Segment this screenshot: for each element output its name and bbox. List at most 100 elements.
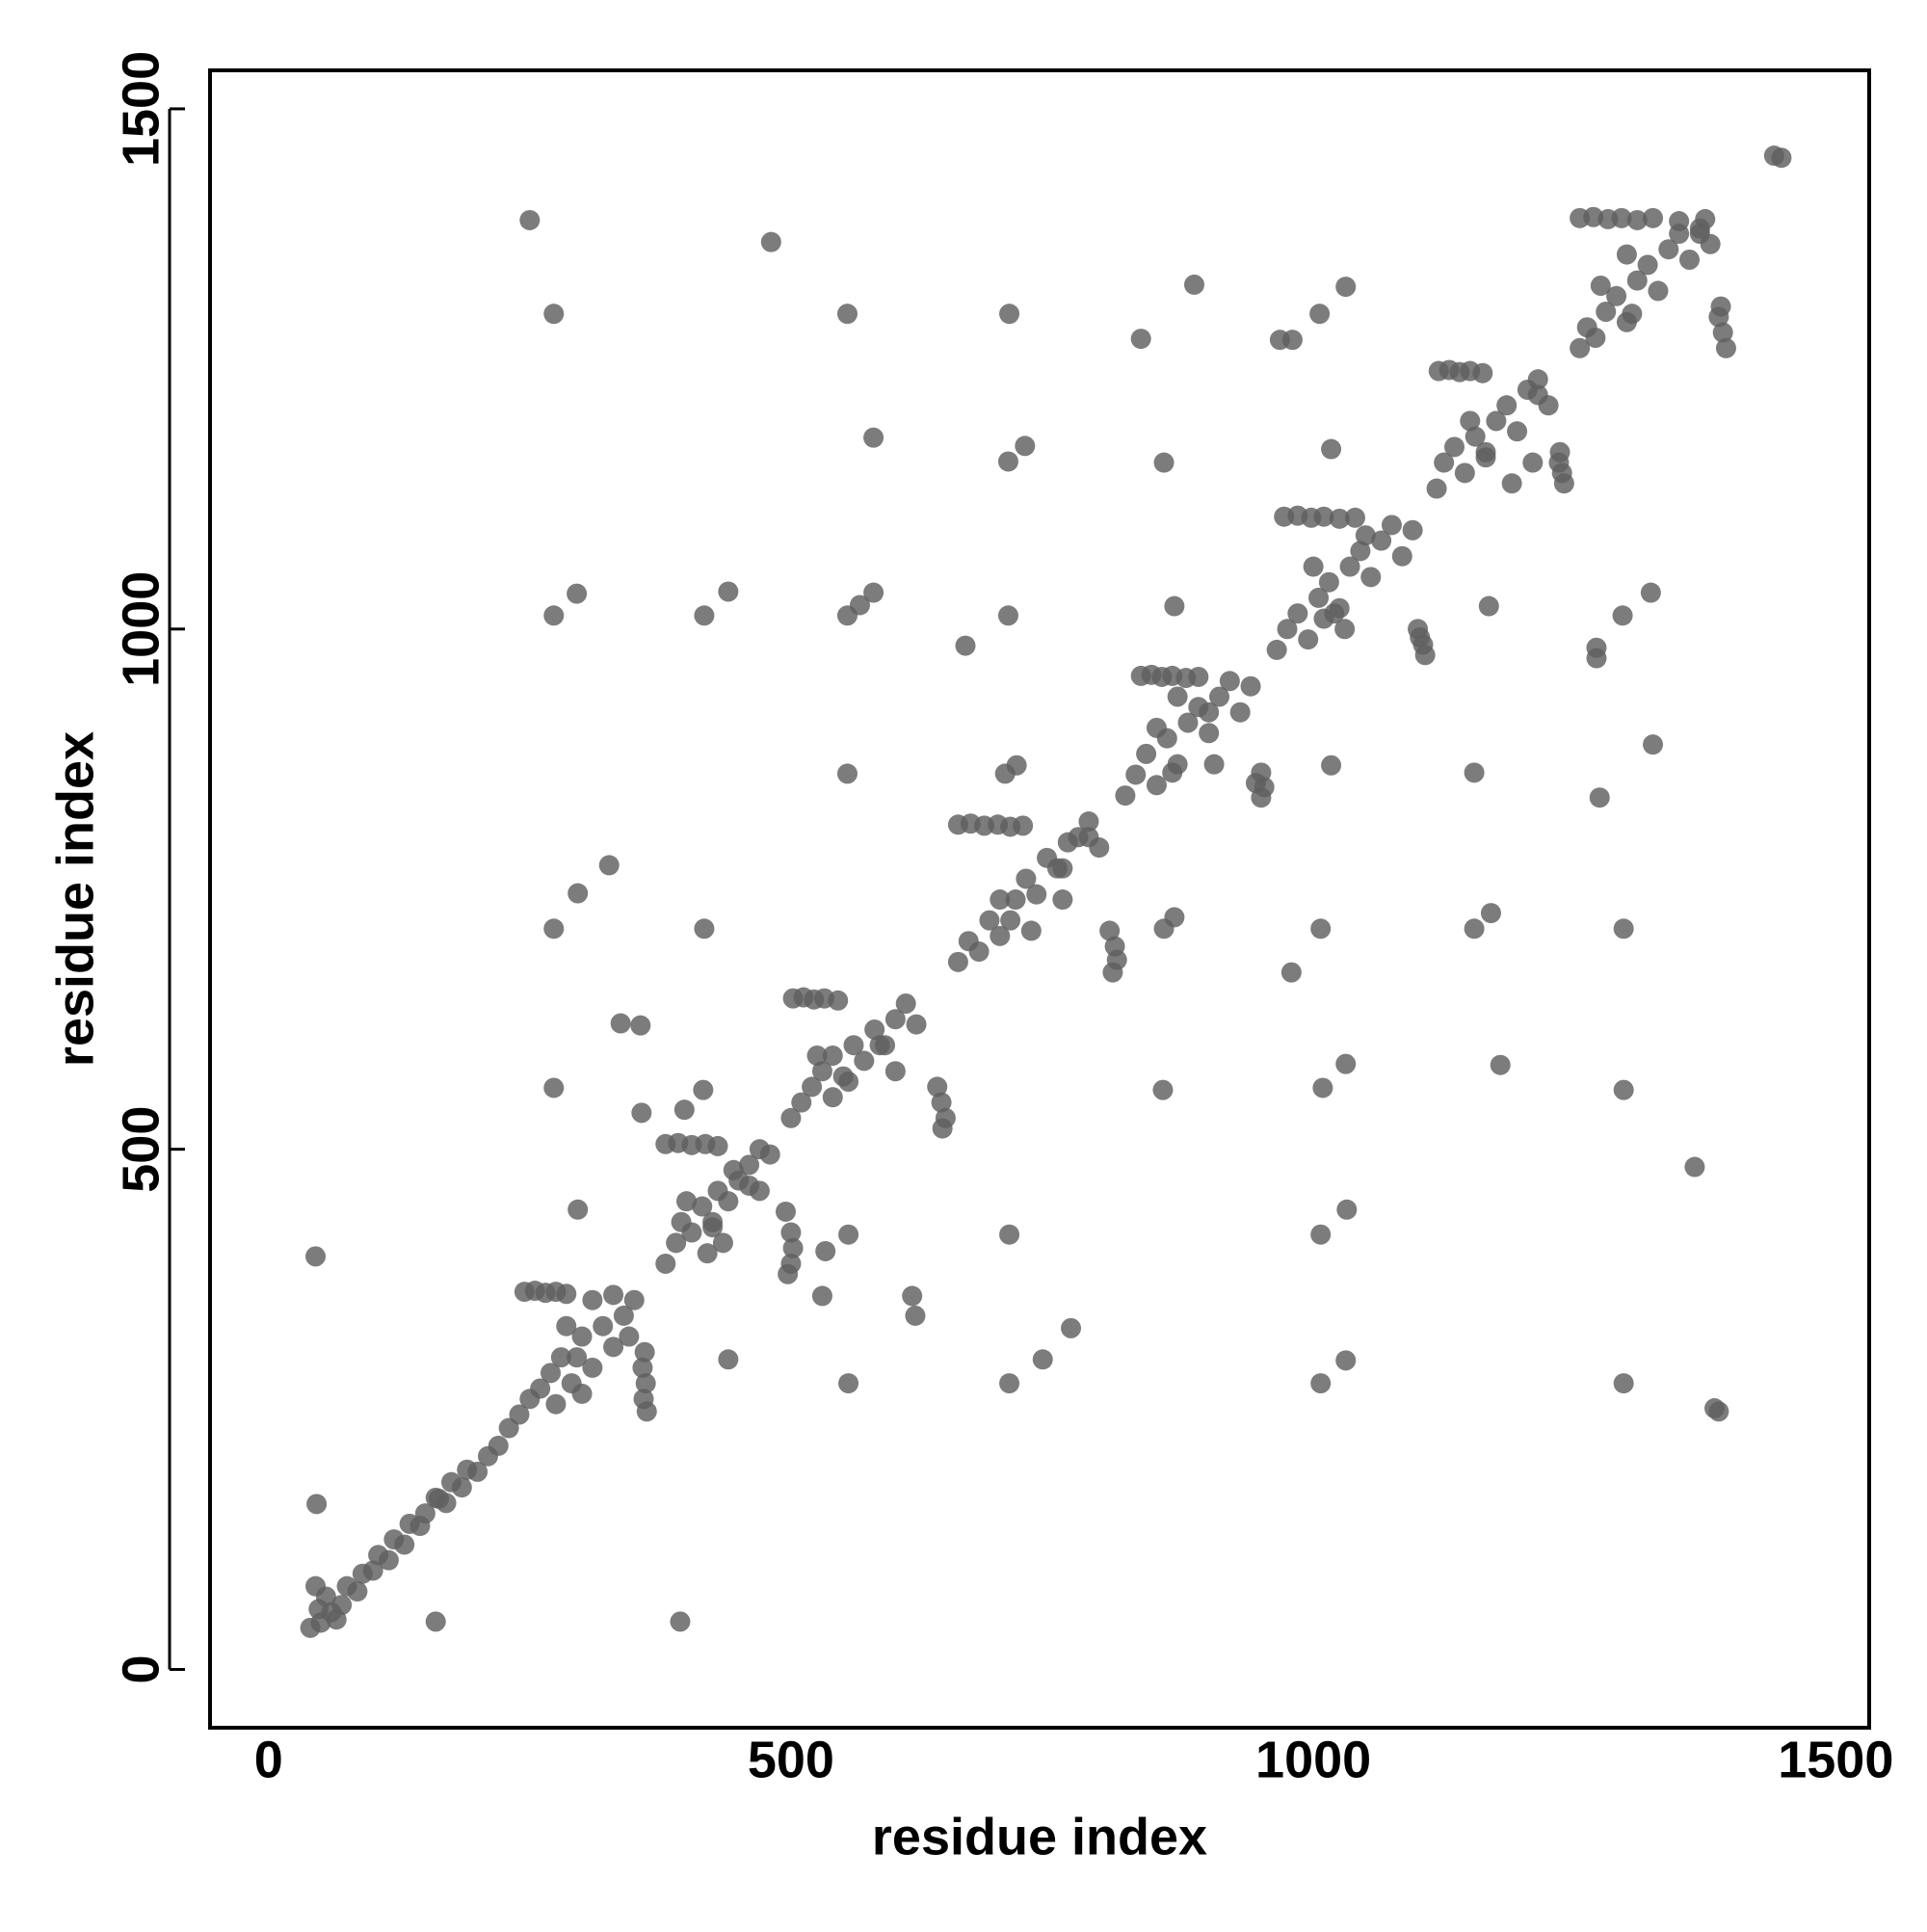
scatter-point [864, 1019, 885, 1041]
scatter-point [1318, 571, 1339, 593]
scatter-point [1280, 962, 1302, 983]
scatter-point [636, 1401, 657, 1422]
scatter-point [1715, 337, 1736, 358]
scatter-point [838, 1224, 859, 1245]
scatter-point [1335, 1350, 1357, 1371]
scatter-point [1313, 506, 1334, 527]
scatter-point [1229, 701, 1251, 723]
scatter-point [791, 1092, 812, 1113]
scatter-point [1640, 582, 1661, 603]
scatter-point [1130, 329, 1151, 350]
scatter-point [305, 1575, 327, 1597]
scatter-point [1020, 920, 1042, 941]
scatter-point [1078, 827, 1099, 848]
scatter-point [836, 304, 858, 325]
scatter-point [1684, 1156, 1705, 1178]
scatter-point [1016, 868, 1037, 889]
scatter-point [1309, 304, 1331, 325]
scatter-point [990, 889, 1011, 911]
scatter-point [1324, 603, 1345, 624]
scatter-point [843, 1035, 864, 1056]
scatter-point [1460, 410, 1481, 432]
scatter-point [603, 1337, 624, 1358]
scatter-point [1708, 1401, 1729, 1422]
scatter-point [707, 1135, 728, 1156]
scatter-point [1426, 478, 1447, 499]
scatter-point [1648, 280, 1669, 302]
scatter-point [1321, 754, 1342, 776]
scatter-point [556, 1284, 577, 1305]
scatter-point [1167, 686, 1188, 707]
scatter-point [543, 605, 565, 626]
scatter-point [1115, 785, 1136, 807]
scatter-point [1298, 629, 1319, 650]
scatter-point [1622, 304, 1643, 325]
scatter-point [1052, 889, 1073, 911]
scatter-point [1310, 1224, 1332, 1245]
scatter-point [1590, 276, 1611, 297]
scatter-point [519, 209, 541, 230]
scatter-point [1199, 723, 1220, 744]
scatter-point [990, 925, 1011, 946]
scatter-point [838, 1373, 859, 1394]
scatter-point [1199, 701, 1220, 723]
scatter-point [1310, 1373, 1332, 1394]
scatter-point [1146, 775, 1167, 796]
scatter-point [1321, 438, 1342, 460]
scatter-point [1162, 762, 1183, 783]
scatter-point [1586, 648, 1607, 669]
scatter-point [378, 1549, 399, 1571]
scatter-point [854, 1050, 875, 1072]
scatter-point [1480, 903, 1501, 924]
scatter-point [1099, 920, 1121, 941]
scatter-point [718, 581, 739, 602]
scatter-point [1329, 508, 1350, 529]
scatter-point [1472, 362, 1493, 384]
scatter-point [1350, 541, 1371, 562]
scatter-point [1689, 224, 1710, 245]
scatter-point [712, 1232, 733, 1254]
scatter-point [1026, 884, 1047, 905]
scatter-point [1339, 556, 1360, 577]
scatter-point [451, 1477, 472, 1498]
scatter-point [305, 1246, 327, 1267]
x-tick-label: 1000 [1255, 1731, 1371, 1788]
scatter-point [1334, 619, 1356, 640]
scatter-point [631, 1102, 652, 1124]
scatter-point [697, 1243, 718, 1264]
scatter-point [681, 1222, 702, 1243]
scatter-point [568, 1199, 589, 1220]
scatter-point [1710, 296, 1731, 317]
scatter-point [571, 1383, 593, 1404]
scatter-point [593, 1315, 614, 1337]
scatter-point [863, 427, 884, 448]
scatter-point [1643, 207, 1664, 228]
scatter-point [778, 1263, 799, 1284]
scatter-point [1585, 327, 1606, 348]
scatter-point [1000, 910, 1021, 931]
scatter-point [999, 1373, 1020, 1394]
scatter-point [632, 1357, 653, 1378]
scatter-point [619, 1326, 640, 1347]
scatter-point [362, 1560, 383, 1581]
scatter-point [571, 1326, 593, 1347]
scatter-point [838, 1071, 859, 1092]
scatter-point [1266, 639, 1287, 660]
scatter-point [543, 918, 565, 940]
scatter-point [1596, 301, 1617, 322]
scatter-point [414, 1503, 436, 1524]
y-tick-label: 1000 [112, 571, 170, 687]
scatter-point [906, 1014, 927, 1035]
scatter-point [1589, 787, 1610, 808]
scatter-point [718, 1349, 739, 1370]
scatter-point [347, 1581, 368, 1602]
scatter-point [931, 1092, 952, 1113]
scatter-point [666, 1232, 687, 1254]
scatter-point [905, 1305, 926, 1326]
scatter-point [1414, 645, 1436, 666]
scatter-point [634, 1341, 655, 1363]
scatter-point [999, 304, 1020, 325]
scatter-point [1102, 962, 1123, 983]
scatter-point [863, 582, 884, 603]
